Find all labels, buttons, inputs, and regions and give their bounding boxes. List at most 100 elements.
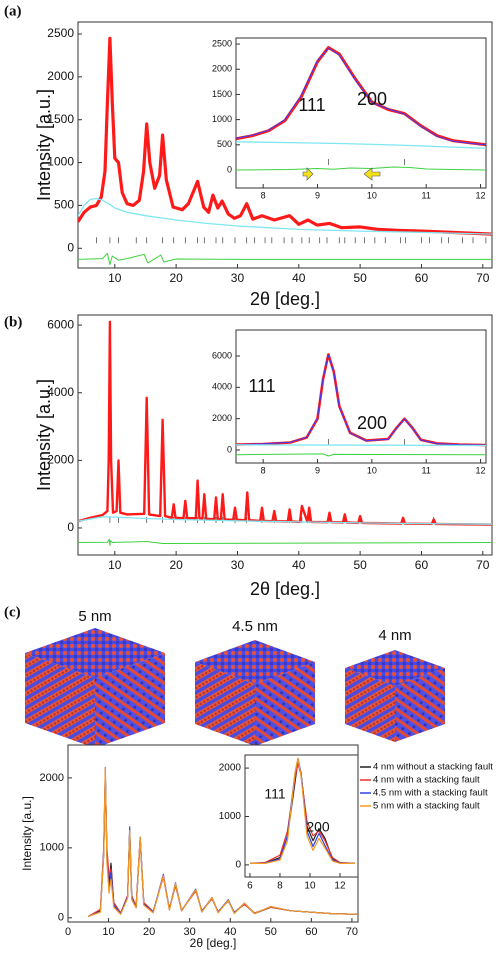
series-line	[78, 320, 492, 526]
arrow	[302, 167, 314, 181]
annotation: 111	[264, 786, 285, 802]
y-tick-label: 2000	[40, 772, 64, 784]
x-tick-label: 0	[65, 926, 71, 938]
series-line	[250, 757, 355, 864]
x-tick-label: 10	[108, 558, 122, 572]
x-tick-label: 10	[102, 926, 114, 938]
x-tick-label: 8	[261, 190, 266, 200]
x-tick-label: 40	[224, 926, 236, 938]
panel-label: (b)	[4, 314, 22, 330]
y-tick-label: 0	[235, 860, 241, 871]
legend-label: 4 nm without a stacking fault	[373, 762, 493, 773]
series-line	[78, 252, 492, 266]
x-tick-label: 10	[367, 465, 377, 475]
chart: 0 2000 4000 6000 8 9 10 11 12 111 200	[212, 329, 487, 475]
legend-label: 4.5 nm with a stacking fault	[373, 788, 488, 799]
series-line	[236, 46, 486, 147]
y-axis-label: Intensity [a.u.]	[34, 379, 54, 491]
y-tick-label: 0	[58, 912, 64, 924]
y-tick-label: 500	[54, 198, 74, 212]
x-axis-label: 2θ [deg.]	[250, 289, 320, 309]
x-tick-label: 40	[292, 271, 306, 285]
structure-label: 4.5 nm	[232, 618, 278, 635]
x-tick-label: 11	[422, 465, 431, 475]
x-tick-label: 10	[367, 190, 377, 200]
y-tick-label: 2000	[47, 69, 74, 83]
arrow	[363, 167, 381, 181]
x-tick-label: 50	[265, 926, 277, 938]
structure-label: 4 nm	[378, 627, 411, 644]
cube-face	[195, 662, 255, 746]
x-tick-label: 30	[231, 558, 245, 572]
x-tick-label: 60	[415, 558, 429, 572]
cube-face	[345, 668, 395, 742]
y-tick-label: 0	[227, 444, 232, 454]
x-tick-label: 60	[305, 926, 317, 938]
x-tick-label: 12	[476, 190, 486, 200]
annotation: 111	[248, 376, 275, 396]
y-tick-label: 2500	[212, 38, 232, 48]
cube-5nm	[25, 628, 165, 748]
y-tick-label: 1000	[47, 155, 74, 169]
panel-label: (a)	[4, 3, 22, 19]
series-line	[88, 766, 358, 917]
y-tick-label: 4000	[47, 385, 74, 399]
y-tick-label: 6000	[212, 350, 232, 360]
x-tick-label: 10	[108, 271, 122, 285]
cube-4-5nm	[195, 640, 315, 746]
x-tick-label: 9	[315, 190, 320, 200]
x-tick-label: 70	[476, 558, 490, 572]
cube-4nm	[345, 650, 445, 742]
y-tick-label: 2000	[212, 413, 232, 423]
x-tick-label: 30	[184, 926, 196, 938]
series-line	[78, 538, 492, 546]
x-tick-label: 11	[422, 190, 431, 200]
x-tick-label: 20	[143, 926, 155, 938]
annotation: 200	[357, 413, 387, 433]
x-tick-label: 70	[476, 271, 490, 285]
x-tick-label: 6	[247, 881, 253, 892]
y-tick-label: 1000	[219, 811, 242, 822]
plot-frame	[235, 37, 487, 189]
series-line	[236, 47, 486, 146]
x-tick-label: 30	[231, 271, 245, 285]
legend-label: 4 nm with a stacking fault	[373, 775, 480, 786]
x-tick-label: 20	[169, 558, 183, 572]
x-tick-label: 70	[346, 926, 358, 938]
x-tick-label: 40	[292, 558, 306, 572]
y-tick-label: 1000	[212, 114, 232, 124]
series-line	[78, 36, 492, 236]
series-line	[236, 141, 486, 149]
x-tick-label: 50	[353, 558, 367, 572]
y-tick-label: 2000	[47, 453, 74, 467]
series-line	[236, 444, 486, 447]
plot-frame	[235, 329, 487, 464]
series-line	[78, 516, 492, 525]
y-tick-label: 2000	[212, 64, 232, 74]
y-tick-label: 4000	[212, 382, 232, 392]
x-tick-label: 50	[353, 271, 367, 285]
y-axis-label: Intensity [a.u.]	[20, 796, 34, 871]
y-tick-label: 2000	[219, 763, 242, 774]
y-axis-label: Intensity [a.u.]	[34, 89, 54, 201]
y-tick-label: 1500	[212, 89, 232, 99]
y-tick-label: 0	[67, 240, 74, 254]
annotation: 200	[306, 819, 330, 835]
series-line	[78, 197, 492, 235]
x-tick-label: 10	[304, 881, 316, 892]
x-axis-label: 2θ [deg.]	[250, 579, 320, 599]
annotation: 111	[298, 95, 325, 115]
y-tick-label: 6000	[47, 317, 74, 331]
cube-face	[25, 653, 95, 748]
cube-face	[255, 662, 315, 746]
x-axis-label: 2θ [deg.]	[190, 936, 237, 950]
structure-label: 5 nm	[78, 608, 111, 625]
cube-face	[395, 668, 445, 742]
x-tick-label: 60	[415, 271, 429, 285]
arrows	[302, 167, 381, 181]
y-tick-label: 2500	[47, 26, 74, 40]
annotation: 200	[357, 89, 387, 109]
x-tick-label: 8	[261, 465, 266, 475]
y-tick-label: 0	[67, 520, 74, 534]
